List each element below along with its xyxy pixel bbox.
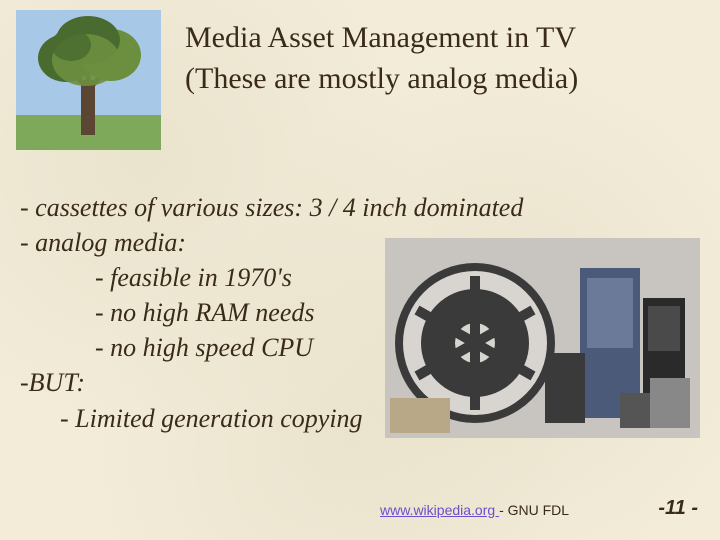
slide-title: Media Asset Management in TV (These are … (185, 18, 695, 99)
tape-reel-image (385, 238, 700, 438)
tree-logo (16, 10, 161, 150)
title-line-2: (These are mostly analog media) (185, 59, 695, 100)
bullet-cassettes: - cassettes of various sizes: 3 / 4 inch… (20, 190, 700, 225)
credit-license: - GNU FDL (499, 502, 569, 518)
page-number: -11 - (658, 497, 698, 520)
wikipedia-link[interactable]: www.wikipedia.org (380, 502, 499, 518)
image-credit: www.wikipedia.org - GNU FDL (380, 502, 569, 518)
title-line-1: Media Asset Management in TV (185, 18, 695, 59)
